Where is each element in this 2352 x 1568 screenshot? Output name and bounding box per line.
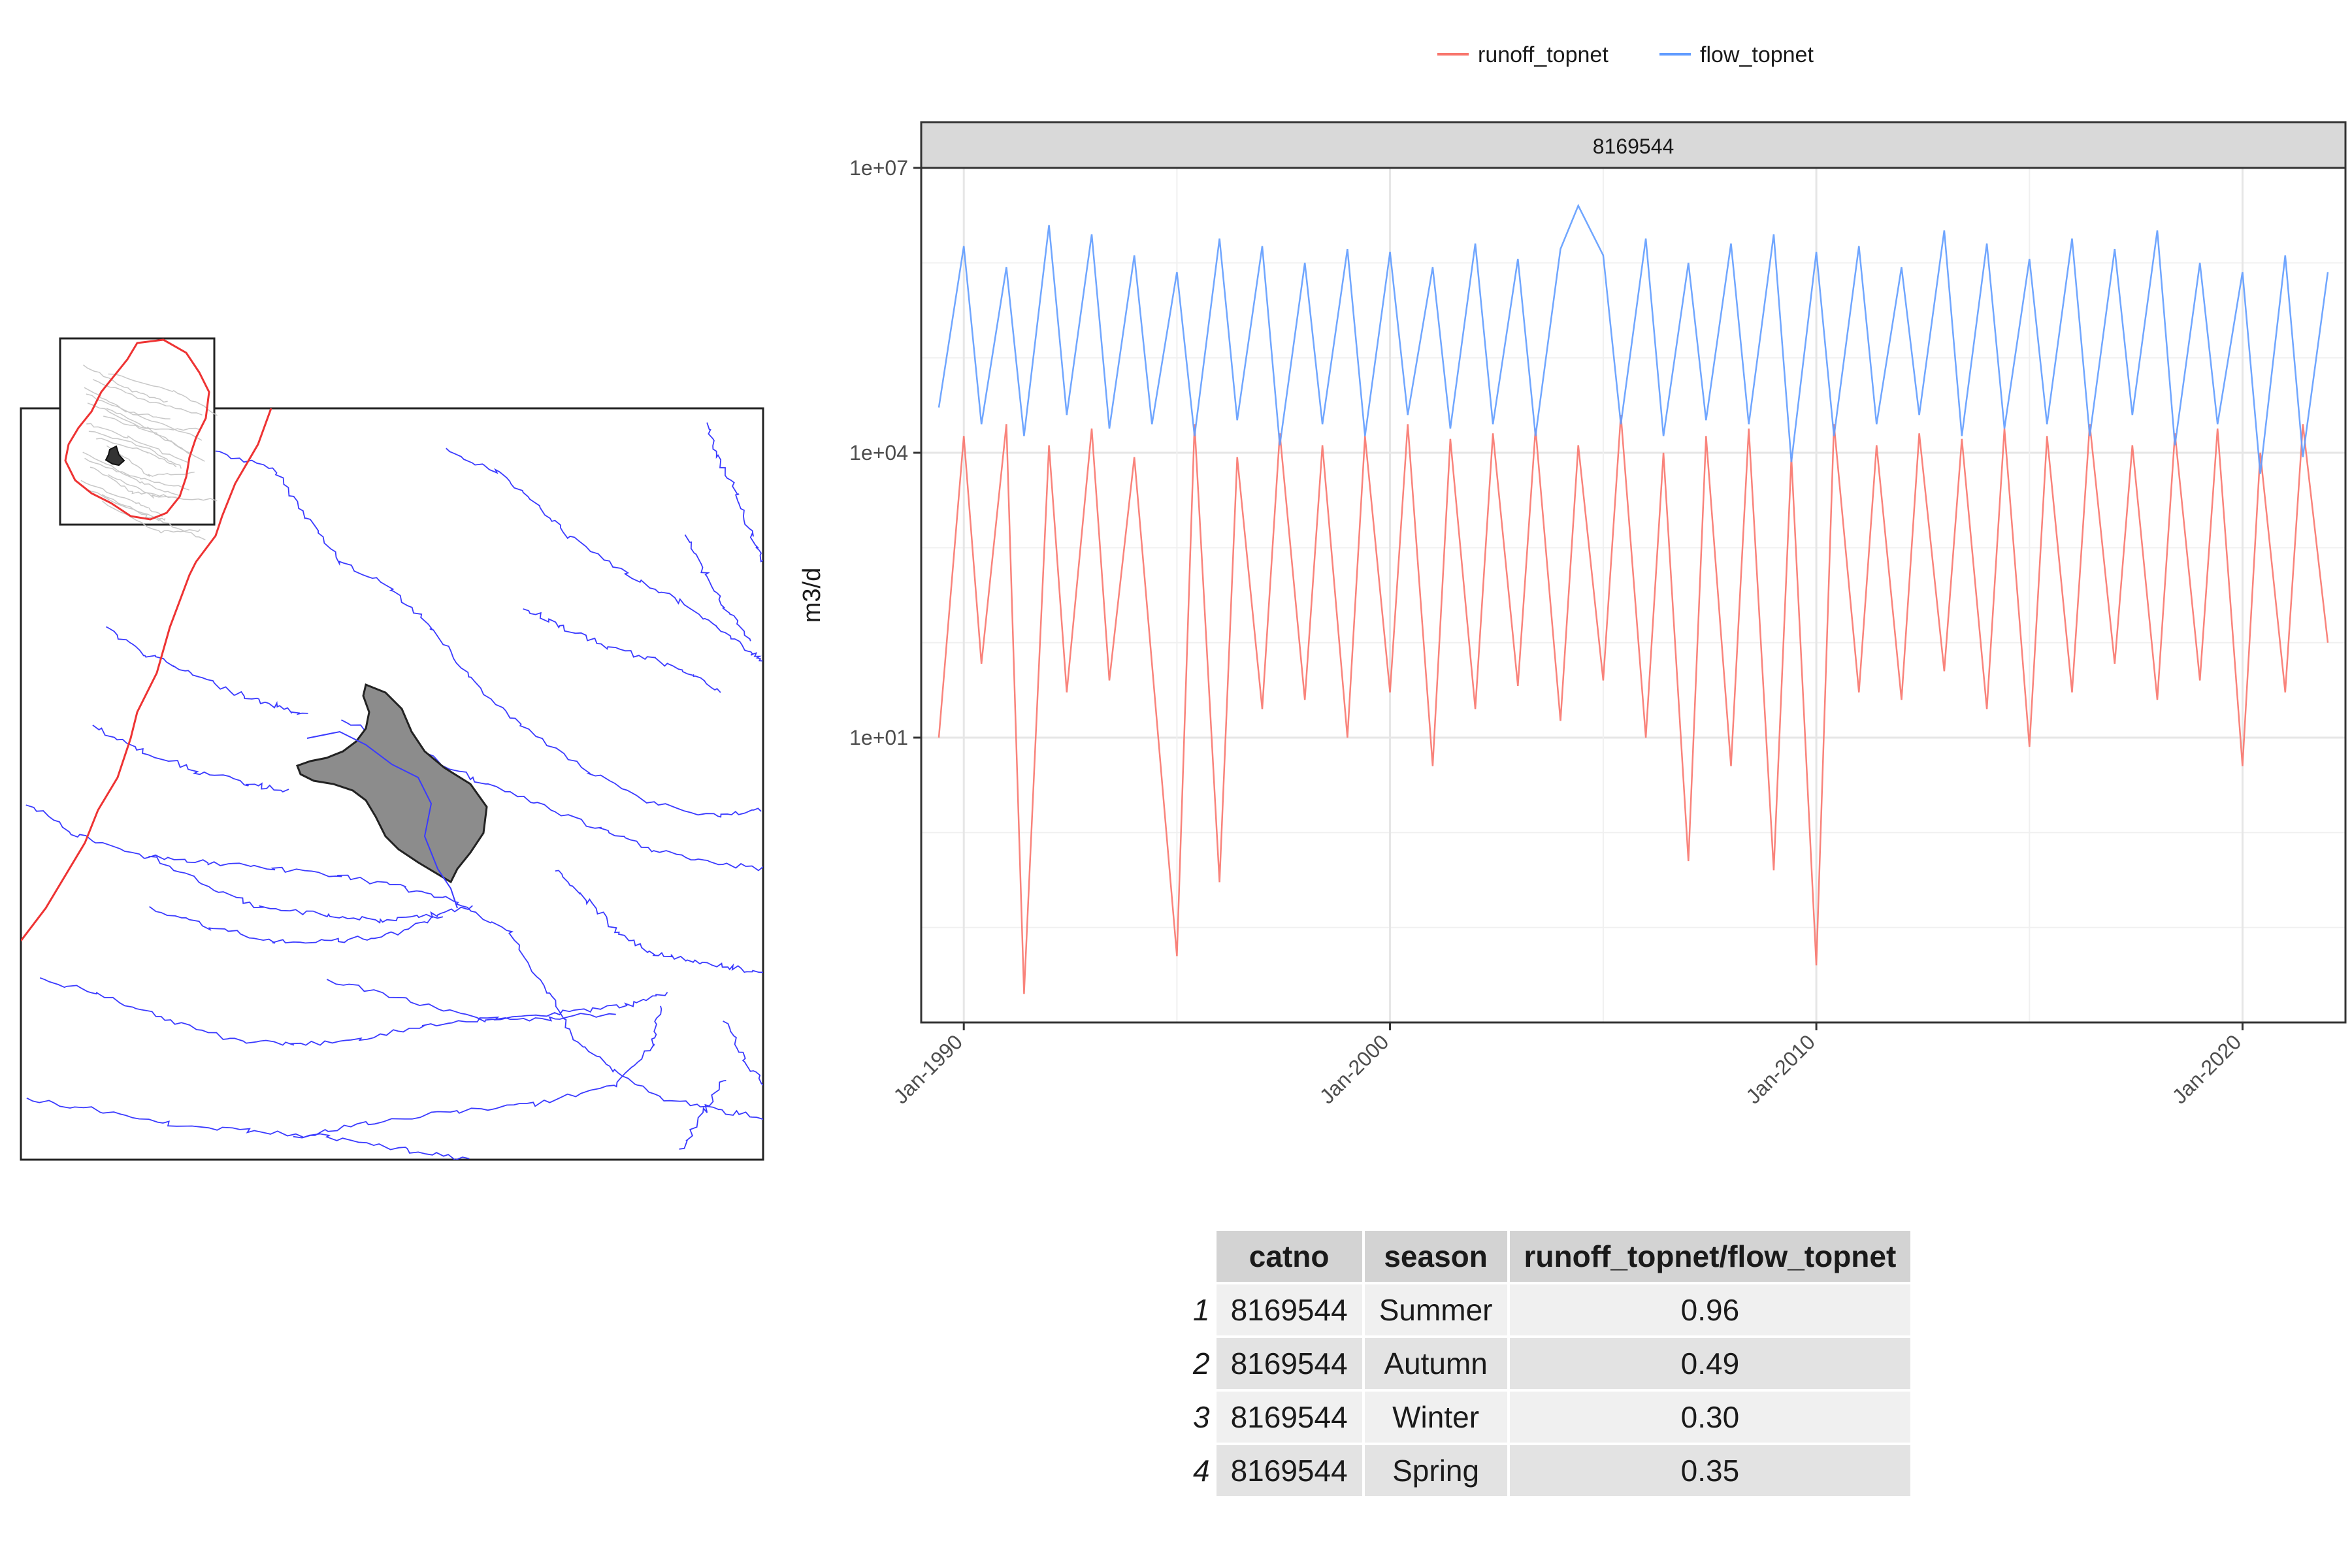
cell-season: Winter	[1364, 1392, 1507, 1443]
y-tick-label: 1e+04	[849, 441, 908, 465]
inset-stream	[96, 438, 177, 468]
river-line	[293, 1005, 662, 1139]
x-tick-label: Jan-2020	[2168, 1030, 2246, 1108]
inset-stream	[86, 393, 203, 441]
river-line	[105, 626, 308, 715]
table-row: 2 8169544 Autumn 0.49	[1179, 1338, 1911, 1389]
cell-catno: 8169544	[1216, 1284, 1362, 1335]
river-line	[706, 422, 763, 563]
inset-stream	[88, 431, 182, 469]
header-season: season	[1364, 1231, 1507, 1282]
river-line	[684, 534, 751, 642]
inset-stream	[90, 466, 177, 498]
inset-stream	[87, 402, 201, 431]
header-spacer	[1179, 1231, 1214, 1282]
cell-ratio: 0.35	[1509, 1445, 1911, 1496]
table-row: 4 8169544 Spring 0.35	[1179, 1445, 1911, 1496]
facet-label: 8169544	[1593, 135, 1674, 158]
y-tick-label: 1e+07	[849, 156, 908, 180]
catchment-map	[20, 337, 764, 1161]
catchment-stream	[306, 730, 458, 909]
cell-ratio: 0.96	[1509, 1284, 1911, 1335]
inset-stream	[84, 457, 189, 491]
row-index: 4	[1193, 1454, 1210, 1488]
x-tick-label: Jan-1990	[889, 1030, 967, 1108]
table-header-row: catno season runoff_topnet/flow_topnet	[1179, 1231, 1911, 1282]
catchment-polygon	[296, 683, 488, 884]
inset-stream	[85, 488, 166, 521]
inset-stream	[108, 474, 218, 502]
chart-panel: runoff_topnet flow_topnet 8169544 1e+01 1e…	[798, 42, 2347, 1108]
inset-stream	[103, 416, 205, 462]
y-tick-label: 1e+01	[849, 726, 908, 749]
series-line-runoff_topnet	[938, 415, 2329, 994]
inset-stream	[101, 494, 206, 540]
legend-label: flow_topnet	[1700, 42, 1814, 67]
header-catno: catno	[1216, 1231, 1362, 1282]
river-line	[555, 870, 763, 973]
cell-season: Summer	[1364, 1284, 1507, 1335]
legend-label: runoff_topnet	[1478, 42, 1609, 67]
stats-table-panel: catno season runoff_topnet/flow_topnet 1…	[1176, 1228, 1913, 1499]
river-line	[723, 1021, 763, 1086]
inset-region-boundary	[64, 338, 210, 521]
plot-lines	[938, 203, 2329, 994]
river-line	[149, 906, 444, 944]
inset-stream	[83, 365, 168, 403]
x-tick-label: Jan-2010	[1741, 1030, 1820, 1108]
row-index: 1	[1193, 1293, 1210, 1327]
inset-stream	[92, 379, 203, 416]
inset-stream	[80, 480, 163, 517]
header-ratio: runoff_topnet/flow_topnet	[1509, 1231, 1911, 1282]
legend: runoff_topnet flow_topnet	[1437, 42, 1814, 67]
inset-frame	[59, 337, 216, 526]
table-row: 3 8169544 Winter 0.30	[1179, 1392, 1911, 1443]
x-tick-label: Jan-2000	[1315, 1030, 1394, 1108]
map-panel	[0, 0, 784, 1176]
inset-stream	[106, 408, 189, 455]
cell-catno: 8169544	[1216, 1392, 1362, 1443]
river-network	[25, 422, 763, 1160]
river-line	[679, 1080, 727, 1150]
inset-stream	[108, 373, 218, 416]
region-boundary	[21, 408, 272, 941]
inset-catchment	[105, 445, 125, 466]
cell-catno: 8169544	[1216, 1338, 1362, 1389]
inset-stream	[106, 445, 195, 477]
row-index: 3	[1193, 1400, 1210, 1434]
river-line	[215, 450, 762, 818]
cell-season: Spring	[1364, 1445, 1507, 1496]
row-index: 2	[1193, 1347, 1210, 1380]
time-series-chart: runoff_topnet flow_topnet 8169544 1e+011e…	[798, 42, 2347, 1108]
stats-table: catno season runoff_topnet/flow_topnet 1…	[1176, 1228, 1913, 1499]
river-line	[326, 979, 616, 1023]
series-line-flow_topnet	[938, 203, 2329, 474]
river-line	[39, 977, 668, 1046]
river-line	[446, 448, 763, 662]
cell-season: Autumn	[1364, 1338, 1507, 1389]
inset-stream	[86, 423, 188, 463]
plot-frame	[920, 167, 2347, 1024]
cell-ratio: 0.49	[1509, 1338, 1911, 1389]
y-axis-title: m3/d	[798, 568, 826, 623]
inset-stream	[102, 500, 201, 534]
cell-ratio: 0.30	[1509, 1392, 1911, 1443]
x-axis: Jan-1990 Jan-2000 Jan-2010 Jan-2020	[889, 1022, 2246, 1108]
grid	[921, 167, 2345, 1022]
river-line	[26, 1097, 470, 1160]
inset-map	[59, 337, 218, 540]
river-line	[523, 608, 721, 693]
river-line	[25, 804, 763, 1120]
inset-stream	[82, 451, 182, 497]
cell-catno: 8169544	[1216, 1445, 1362, 1496]
table-row: 1 8169544 Summer 0.96	[1179, 1284, 1911, 1335]
y-axis: 1e+01 1e+04 1e+07	[849, 156, 921, 749]
